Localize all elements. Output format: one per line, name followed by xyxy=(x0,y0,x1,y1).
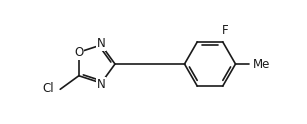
Text: N: N xyxy=(97,78,106,91)
Text: Cl: Cl xyxy=(43,82,54,95)
Text: F: F xyxy=(221,24,228,37)
Text: Me: Me xyxy=(252,58,270,71)
Text: N: N xyxy=(97,37,106,50)
Text: O: O xyxy=(74,46,84,59)
